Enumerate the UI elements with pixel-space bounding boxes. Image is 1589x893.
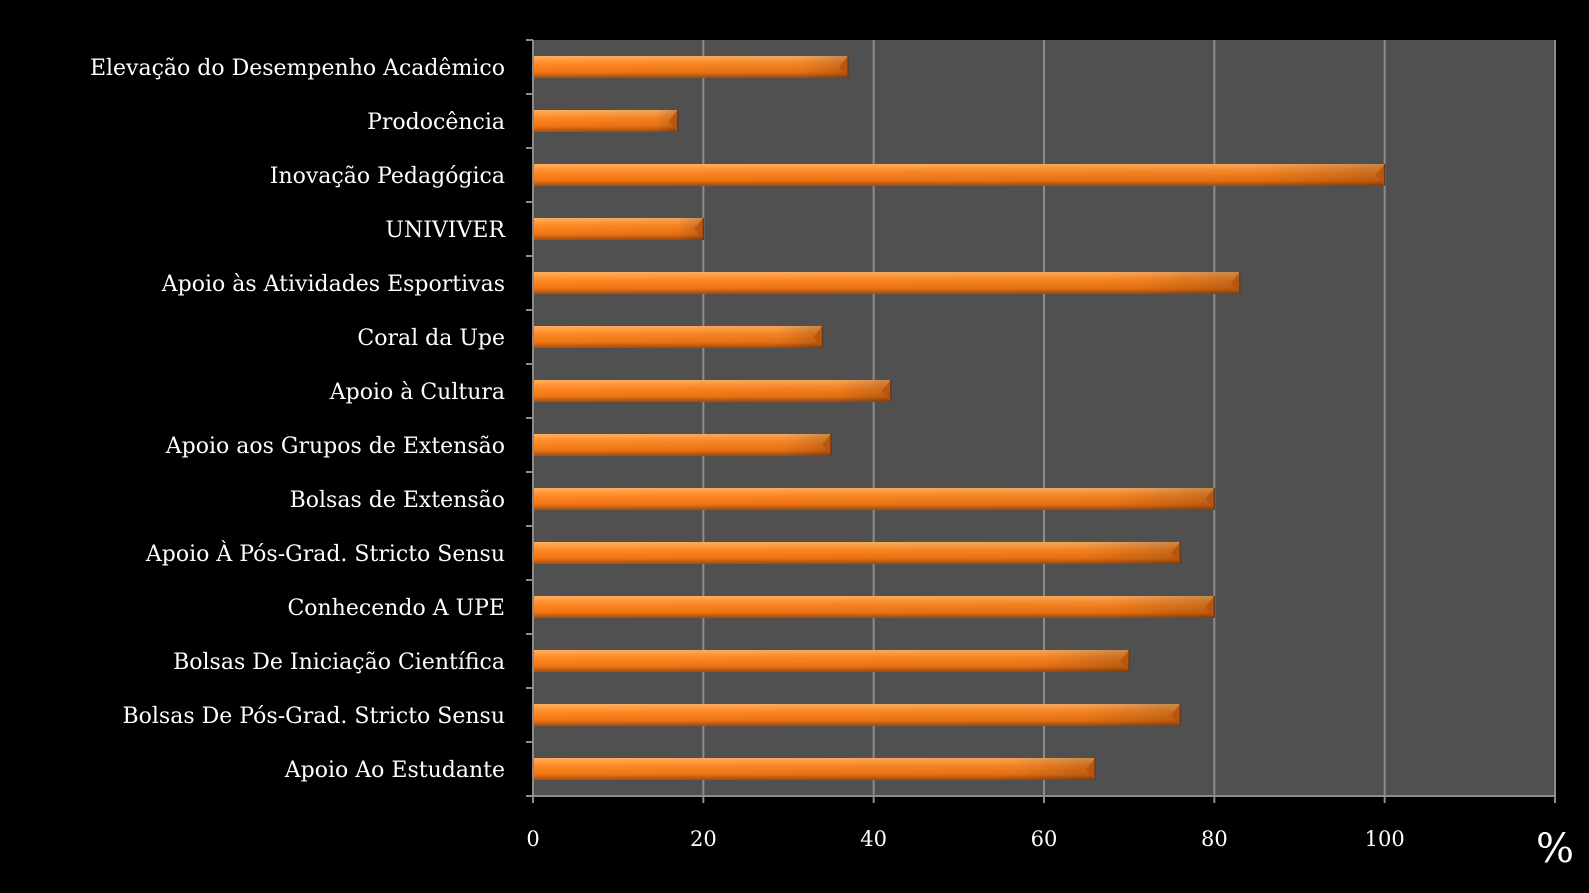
bar <box>533 704 1182 726</box>
bar <box>533 488 1216 510</box>
bar-shade <box>533 272 1240 294</box>
bars <box>533 56 1386 780</box>
x-tick-label: 60 <box>1031 827 1058 851</box>
bar-shade <box>533 488 1215 510</box>
category-label: Inovação Pedagógica <box>270 164 505 189</box>
bar-end-cap <box>881 380 891 402</box>
category-label: Apoio às Atividades Esportivas <box>161 272 505 297</box>
axes <box>526 39 1556 803</box>
bar-end-cap <box>1230 272 1240 294</box>
bar <box>533 272 1241 294</box>
category-label: Apoio à Cultura <box>329 380 505 405</box>
bar-end-cap <box>1086 758 1096 780</box>
bar-end-cap <box>1375 164 1385 186</box>
bar-shade <box>533 218 704 240</box>
x-tick-labels: 0 20 40 60 80 100 <box>526 827 1404 851</box>
x-tick-label: 80 <box>1201 827 1228 851</box>
bar-shade <box>533 704 1181 726</box>
bar <box>533 110 679 132</box>
bar <box>533 164 1386 186</box>
bar-shade <box>533 434 832 456</box>
bar-end-cap <box>694 218 704 240</box>
category-label: Conhecendo A UPE <box>287 596 505 621</box>
category-label: Bolsas De Pós-Grad. Stricto Sensu <box>122 704 505 729</box>
bar <box>533 56 849 78</box>
bar-shade <box>533 758 1096 780</box>
bar-shade <box>533 326 823 348</box>
bar-end-cap <box>839 56 849 78</box>
bar-end-cap <box>1171 542 1181 564</box>
category-label: Elevação do Desempenho Acadêmico <box>90 56 505 81</box>
bar <box>533 434 832 456</box>
bar <box>533 650 1130 672</box>
category-label: Prodocência <box>367 110 505 135</box>
bar-end-cap <box>1171 704 1181 726</box>
bar <box>533 596 1216 618</box>
category-label: Apoio Ao Estudante <box>284 758 505 783</box>
category-label: Bolsas De Iniciação Científica <box>173 650 505 675</box>
bar-end-cap <box>813 326 823 348</box>
bar <box>533 326 824 348</box>
category-label: Apoio aos Grupos de Extensão <box>165 434 505 459</box>
x-tick-label: 100 <box>1365 827 1405 851</box>
unit-label: % <box>1536 826 1574 872</box>
bar <box>533 380 892 402</box>
category-labels: Elevação do Desempenho Acadêmico Prodocên… <box>90 56 506 783</box>
bar-end-cap <box>1205 596 1215 618</box>
bar-end-cap <box>668 110 678 132</box>
bar-end-cap <box>1120 650 1130 672</box>
x-tick-label: 20 <box>690 827 717 851</box>
bar <box>533 542 1182 564</box>
category-label: Coral da Upe <box>357 326 505 351</box>
bar-shade <box>533 542 1181 564</box>
bar-shade <box>533 380 891 402</box>
bar <box>533 758 1096 780</box>
bar-shade <box>533 164 1385 186</box>
bar-end-cap <box>1205 488 1215 510</box>
x-tick-label: 0 <box>526 827 539 851</box>
category-label: Bolsas de Extensão <box>290 488 505 513</box>
bar <box>533 218 705 240</box>
category-label: Apoio À Pós-Grad. Stricto Sensu <box>145 540 505 567</box>
bar-shade <box>533 596 1215 618</box>
bar-end-cap <box>822 434 832 456</box>
x-tick-label: 40 <box>860 827 887 851</box>
bar-shade <box>533 650 1130 672</box>
bar-shade <box>533 56 849 78</box>
category-label: UNIVIVER <box>385 218 506 243</box>
bar-shade <box>533 110 678 132</box>
